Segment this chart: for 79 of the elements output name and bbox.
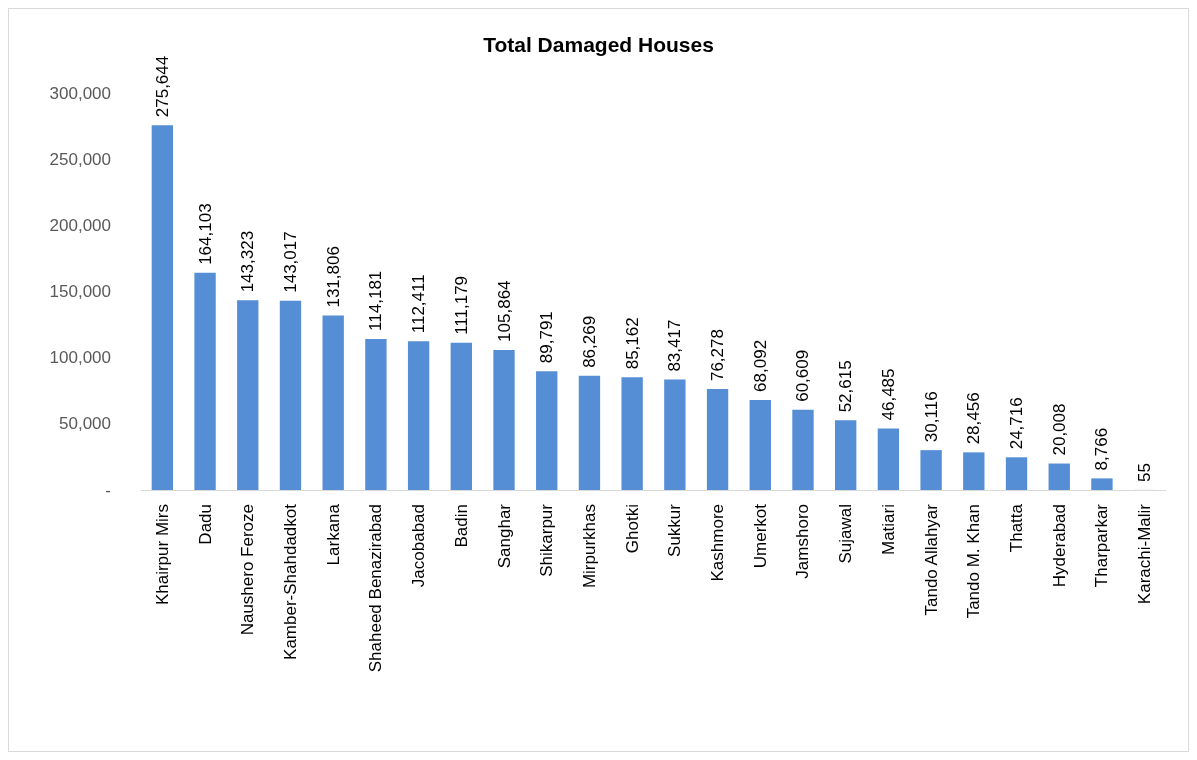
data-label: 164,103 xyxy=(195,203,215,265)
x-tick-label: Tando Allahyar xyxy=(921,503,941,616)
data-label: 30,116 xyxy=(921,391,941,443)
data-label: 112,411 xyxy=(409,274,429,334)
x-tick-label: Shikarpur xyxy=(537,503,557,577)
bar xyxy=(749,399,771,490)
bar xyxy=(877,428,900,490)
chart-title: Total Damaged Houses xyxy=(483,33,714,56)
x-tick-label: Shaheed Benazirabad xyxy=(366,504,386,673)
data-label: 20,008 xyxy=(1049,403,1069,456)
bar xyxy=(151,125,174,490)
bar xyxy=(279,300,302,490)
x-tick-label: Larkana xyxy=(323,503,343,566)
bar xyxy=(194,272,216,490)
y-tick-label: 300,000 xyxy=(49,83,111,103)
x-tick-label: Ghotki xyxy=(622,504,642,554)
data-label: 275,644 xyxy=(152,55,172,118)
data-label: 24,716 xyxy=(1007,397,1027,450)
x-tick-label: Mirpurkhas xyxy=(579,504,599,589)
y-tick-label: 150,000 xyxy=(49,282,111,301)
x-tick-label: Umerkot xyxy=(750,503,770,569)
x-tick-label: Sukkur xyxy=(665,503,685,557)
bar xyxy=(920,450,942,490)
bar xyxy=(1091,478,1113,490)
x-tick-label: Badin xyxy=(451,504,471,548)
x-tick-label: Matiari xyxy=(878,504,898,556)
data-label: 46,485 xyxy=(878,368,898,421)
x-tick-label: Hyderabad xyxy=(1049,504,1069,588)
bar xyxy=(536,371,558,490)
data-label: 83,417 xyxy=(665,319,685,372)
data-label: 8,766 xyxy=(1092,427,1112,471)
x-tick-label: Sanghar xyxy=(494,503,514,569)
data-label: 143,017 xyxy=(280,231,300,293)
y-tick-label: 50,000 xyxy=(59,414,111,434)
x-tick-label: Jacobabad xyxy=(409,504,429,588)
bar xyxy=(322,315,344,490)
bar xyxy=(1005,457,1028,490)
data-label: 68,092 xyxy=(750,339,770,392)
x-tick-label: Kashmore xyxy=(708,504,728,582)
y-tick-label: 250,000 xyxy=(49,149,111,169)
bar xyxy=(365,338,387,490)
x-tick-label: Thatta xyxy=(1007,503,1027,553)
x-tick-label: Dadu xyxy=(195,504,215,545)
data-label: 55 xyxy=(1135,463,1155,482)
y-tick-label: 100,000 xyxy=(49,348,111,368)
data-label: 111,179 xyxy=(451,275,471,335)
data-label: 114,181 xyxy=(366,270,386,331)
x-tick-label: Sujawal xyxy=(836,504,856,564)
y-tick-label: 200,000 xyxy=(49,215,111,235)
x-tick-label: Naushero Feroze xyxy=(238,504,258,636)
bar xyxy=(578,375,601,490)
y-tick-label: - xyxy=(105,480,111,500)
x-tick-label: Jamshoro xyxy=(793,504,813,579)
bar xyxy=(835,420,857,490)
data-label: 143,323 xyxy=(238,230,258,293)
x-tick-label: Tharparkar xyxy=(1092,503,1112,588)
data-label: 85,162 xyxy=(622,317,642,370)
bar xyxy=(493,349,515,490)
data-label: 60,609 xyxy=(793,349,813,402)
bar xyxy=(237,300,259,490)
bar xyxy=(706,389,729,490)
x-tick-label: Tando M. Khan xyxy=(964,504,984,619)
bar xyxy=(407,341,430,490)
data-label: 52,615 xyxy=(836,360,856,413)
data-label: 105,864 xyxy=(494,280,514,342)
data-label: 89,791 xyxy=(537,311,557,364)
bar xyxy=(792,409,814,490)
bar xyxy=(664,379,686,490)
data-label: 131,806 xyxy=(323,246,343,308)
x-tick-label: Khairpur Mirs xyxy=(152,504,172,606)
x-tick-label: Karachi-Malir xyxy=(1135,503,1155,605)
bar xyxy=(450,342,472,490)
bar xyxy=(621,377,643,490)
data-label: 76,278 xyxy=(708,329,728,382)
x-tick-label: Kamber-Shahdadkot xyxy=(280,503,300,660)
bar xyxy=(963,452,985,490)
bar xyxy=(1048,463,1070,490)
data-label: 86,269 xyxy=(579,315,599,368)
data-label: 28,456 xyxy=(964,392,984,445)
